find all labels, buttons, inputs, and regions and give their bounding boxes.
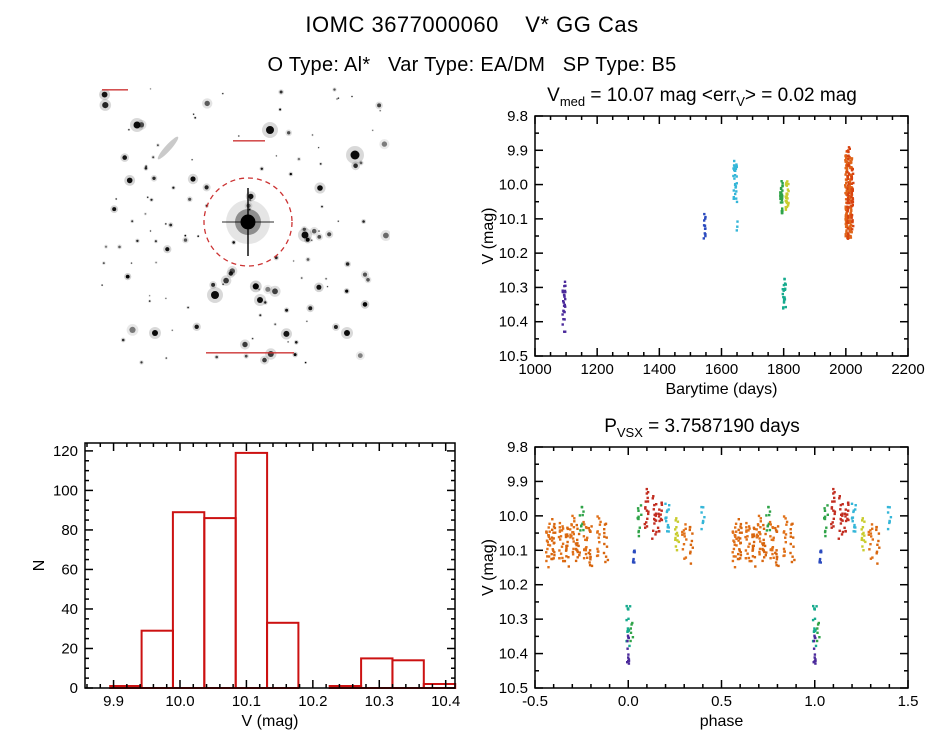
tick-labels: 1000 1200 1400 1600 1800 2000 2200 9.8 9.9 10.0 10… — [499, 108, 925, 378]
x-tick-label: 10.3 — [365, 693, 394, 710]
x-axis-label: V (mag) — [242, 713, 299, 730]
y-tick-label: 10.1 — [499, 211, 528, 228]
title-subscript: VSX — [616, 425, 643, 440]
y-tick-label: 10.5 — [499, 680, 528, 697]
x-tick-label: 10.1 — [232, 693, 261, 710]
phase-plot-title: PVSX = 3.7587190 days — [460, 416, 944, 440]
x-tick-label: 2200 — [891, 361, 924, 378]
title-text: > = 0.02 mag — [744, 85, 857, 106]
y-tick-label: 9.8 — [507, 439, 528, 456]
x-axis-label: phase — [700, 713, 744, 730]
x-axis-label: Barytime (days) — [665, 381, 777, 398]
y-tick-label: 9.8 — [507, 108, 528, 125]
x-tick-label: 10.2 — [298, 693, 327, 710]
x-tick-label: 0.5 — [711, 693, 732, 710]
y-axis-label: V (mag) — [480, 208, 497, 265]
y-tick-label: 10.1 — [499, 542, 528, 559]
data-points — [545, 487, 893, 665]
histogram-plot: 9.9 10.0 10.1 10.2 10.3 10.4 0 20 40 60 80 100 120 V … — [31, 442, 460, 730]
y-tick-label: 40 — [61, 601, 78, 618]
axis-labels: V (mag) N — [31, 560, 298, 730]
x-tick-label: 1.0 — [804, 693, 825, 710]
y-tick-label: 10.2 — [499, 577, 528, 594]
y-tick-label: 20 — [61, 640, 78, 657]
y-tick-label: 60 — [61, 561, 78, 578]
figure-subtitle: O Type: Al* Var Type: EA/DM SP Type: B5 — [267, 54, 677, 76]
axis-labels: phase V (mag) — [480, 539, 743, 730]
title-text: V — [547, 85, 560, 106]
axis-labels: Barytime (days) V (mag) — [480, 208, 778, 398]
tick-labels: 9.9 10.0 10.1 10.2 10.3 10.4 0 20 40 60 80 100 120 — [53, 443, 460, 710]
finder-chart-image — [99, 87, 390, 365]
histogram-bar — [360, 657, 394, 689]
y-tick-label: 80 — [61, 522, 78, 539]
faint-streak — [157, 136, 179, 160]
target-star — [240, 214, 256, 230]
y-tick-label: 100 — [53, 482, 78, 499]
title-subscript: med — [559, 94, 586, 109]
data-points — [561, 146, 855, 333]
title-text: P — [604, 416, 617, 437]
histogram-bar — [266, 621, 300, 689]
y-tick-label: 9.9 — [507, 473, 528, 490]
red-annotation-mark — [233, 140, 265, 142]
y-tick-label: 10.2 — [499, 245, 528, 262]
y-tick-label: 10.0 — [499, 177, 528, 194]
x-tick-label: 1200 — [580, 361, 613, 378]
y-tick-label: 120 — [53, 443, 78, 460]
axes — [534, 115, 909, 357]
y-tick-label: 10.3 — [499, 611, 528, 628]
y-axis-label: V (mag) — [480, 539, 497, 596]
aperture-circle — [203, 177, 293, 267]
histogram-bars — [109, 451, 457, 690]
y-tick-label: 10.5 — [499, 348, 528, 365]
histogram-bar — [391, 659, 425, 690]
x-tick-label: 10.0 — [165, 693, 194, 710]
lightcurve-plot-title: Vmed = 10.07 mag <errV> = 0.02 mag — [460, 85, 944, 109]
y-tick-label: 10.4 — [499, 314, 528, 331]
axes — [534, 446, 909, 689]
phase-folded-plot: -0.5 0.0 0.5 1.0 1.5 9.8 9.9 10.0 10.1 10.2 10.3 10… — [480, 439, 919, 730]
histogram-bar — [234, 451, 269, 690]
stars — [99, 87, 390, 365]
x-tick-label: 1600 — [705, 361, 738, 378]
y-axis-label: N — [31, 560, 48, 572]
title-text: = 10.07 mag <err — [585, 85, 737, 106]
x-tick-label: 1400 — [643, 361, 676, 378]
lightcurve-plot: 1000 1200 1400 1600 1800 2000 2200 9.8 9.9 10.0 10… — [480, 108, 925, 398]
histogram-bar — [171, 511, 206, 689]
y-tick-label: 0 — [70, 680, 78, 697]
y-tick-label: 10.0 — [499, 508, 528, 525]
histogram-bar — [140, 629, 174, 689]
x-tick-label: 9.9 — [103, 693, 124, 710]
y-tick-label: 9.9 — [507, 142, 528, 159]
red-annotation-mark — [206, 352, 294, 354]
x-tick-label: 10.4 — [431, 693, 460, 710]
tick-labels: -0.5 0.0 0.5 1.0 1.5 9.8 9.9 10.0 10.1 10.2 10.3 10… — [499, 439, 919, 710]
axes — [84, 442, 456, 689]
title-text: = 3.7587190 days — [642, 416, 800, 437]
x-tick-label: 0.0 — [618, 693, 639, 710]
histogram-bar — [203, 517, 237, 689]
x-tick-label: 2000 — [829, 361, 862, 378]
x-tick-label: 1800 — [767, 361, 800, 378]
figure-title: IOMC 3677000060 V* GG Cas — [305, 12, 639, 37]
y-tick-label: 10.3 — [499, 279, 528, 296]
x-tick-label: 1000 — [518, 361, 551, 378]
y-tick-label: 10.4 — [499, 646, 528, 663]
red-annotation-mark — [102, 89, 128, 91]
x-tick-label: 1.5 — [898, 693, 919, 710]
x-tick-label: -0.5 — [522, 693, 548, 710]
title-subscript: V — [736, 94, 745, 109]
